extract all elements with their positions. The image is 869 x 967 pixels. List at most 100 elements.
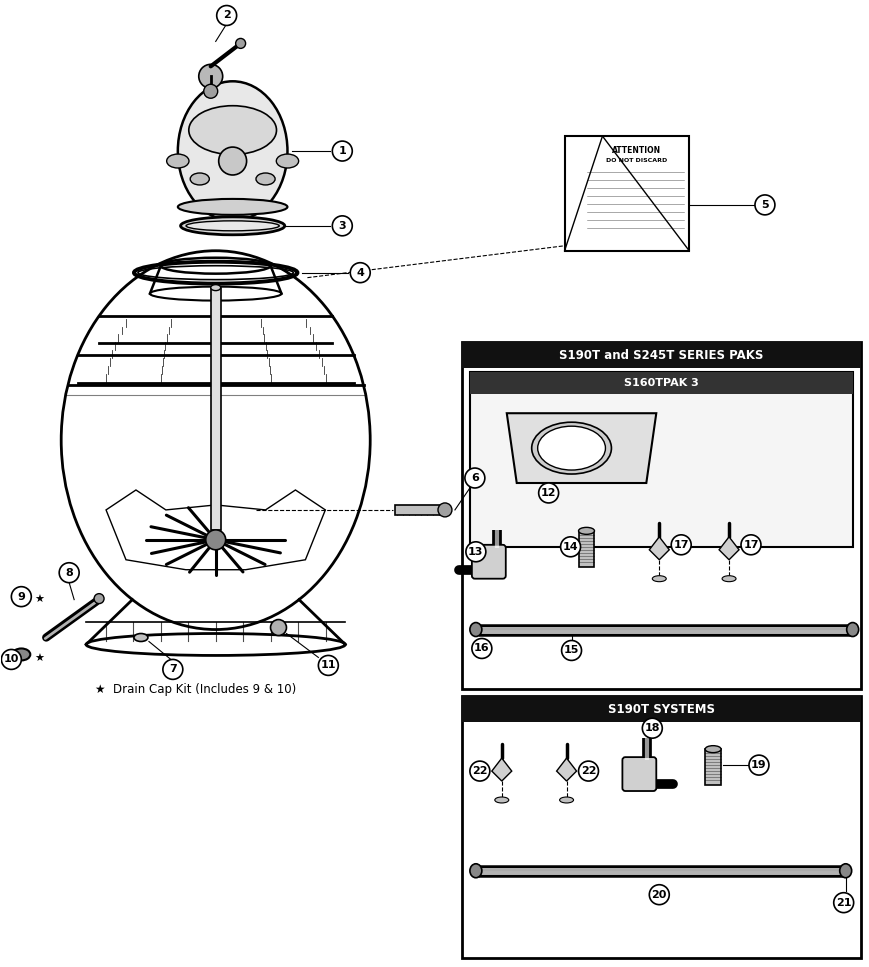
- Circle shape: [350, 263, 370, 282]
- Circle shape: [648, 885, 668, 905]
- Ellipse shape: [846, 623, 858, 636]
- Circle shape: [466, 542, 485, 562]
- Bar: [395, 505, 444, 514]
- Text: ATTENTION: ATTENTION: [612, 146, 660, 155]
- Bar: [210, 287, 221, 530]
- Circle shape: [203, 84, 217, 99]
- Circle shape: [578, 761, 598, 781]
- Circle shape: [318, 656, 338, 675]
- Text: 17: 17: [673, 540, 688, 550]
- Circle shape: [671, 535, 690, 555]
- Circle shape: [538, 483, 558, 503]
- Ellipse shape: [578, 527, 594, 535]
- Ellipse shape: [181, 217, 284, 235]
- Circle shape: [437, 503, 451, 517]
- Circle shape: [471, 638, 491, 659]
- Ellipse shape: [537, 426, 605, 470]
- Text: 15: 15: [563, 645, 579, 656]
- Text: 6: 6: [470, 473, 478, 484]
- Text: 2: 2: [222, 11, 230, 20]
- Text: 1: 1: [338, 146, 346, 156]
- Ellipse shape: [559, 797, 573, 803]
- Ellipse shape: [12, 649, 30, 660]
- Ellipse shape: [531, 423, 611, 474]
- Circle shape: [748, 755, 768, 776]
- Bar: [461, 696, 859, 722]
- Circle shape: [59, 563, 79, 583]
- Ellipse shape: [255, 173, 275, 185]
- Text: 21: 21: [835, 897, 851, 908]
- Bar: [461, 342, 859, 689]
- Circle shape: [235, 39, 245, 48]
- Text: 5: 5: [760, 200, 768, 210]
- Bar: [704, 749, 720, 785]
- Ellipse shape: [839, 864, 851, 878]
- Text: 7: 7: [169, 664, 176, 674]
- Polygon shape: [506, 413, 655, 483]
- Text: ★  Drain Cap Kit (Includes 9 & 10): ★ Drain Cap Kit (Includes 9 & 10): [95, 683, 296, 696]
- Bar: [469, 372, 852, 395]
- Bar: [461, 342, 859, 368]
- Circle shape: [833, 893, 852, 913]
- Text: 11: 11: [320, 660, 335, 670]
- Ellipse shape: [276, 154, 298, 168]
- Text: 22: 22: [472, 766, 487, 777]
- Text: 4: 4: [356, 268, 364, 278]
- Text: 22: 22: [580, 766, 595, 777]
- Text: 9: 9: [17, 592, 25, 601]
- Text: S190T and S245T SERIES PAKS: S190T and S245T SERIES PAKS: [559, 349, 763, 362]
- Ellipse shape: [177, 81, 287, 220]
- Text: 16: 16: [474, 643, 489, 654]
- Ellipse shape: [469, 864, 481, 878]
- FancyBboxPatch shape: [621, 757, 655, 791]
- Bar: [578, 531, 594, 567]
- Circle shape: [198, 65, 222, 88]
- Circle shape: [641, 718, 661, 738]
- Circle shape: [560, 537, 580, 557]
- Circle shape: [464, 468, 484, 488]
- Text: ★: ★: [34, 595, 44, 604]
- Circle shape: [205, 530, 225, 550]
- Text: 18: 18: [644, 723, 660, 733]
- Ellipse shape: [189, 105, 276, 155]
- Text: 10: 10: [3, 655, 19, 664]
- Circle shape: [216, 6, 236, 25]
- Text: 8: 8: [65, 568, 73, 577]
- Circle shape: [332, 216, 352, 236]
- Text: 19: 19: [750, 760, 766, 770]
- Ellipse shape: [190, 173, 209, 185]
- Circle shape: [740, 535, 760, 555]
- Ellipse shape: [652, 575, 666, 582]
- Text: S160TPAK 3: S160TPAK 3: [623, 378, 698, 389]
- Text: ★: ★: [34, 655, 44, 664]
- Circle shape: [218, 147, 246, 175]
- Bar: [461, 696, 859, 958]
- Circle shape: [94, 594, 104, 603]
- Ellipse shape: [186, 220, 279, 231]
- Circle shape: [561, 640, 580, 660]
- Ellipse shape: [177, 199, 287, 215]
- Text: 17: 17: [742, 540, 758, 550]
- Ellipse shape: [469, 623, 481, 636]
- Text: 20: 20: [651, 890, 667, 899]
- Polygon shape: [556, 758, 576, 781]
- Circle shape: [469, 761, 489, 781]
- Circle shape: [2, 650, 22, 669]
- Ellipse shape: [704, 746, 720, 752]
- Polygon shape: [719, 537, 738, 560]
- Ellipse shape: [721, 575, 735, 582]
- Ellipse shape: [494, 797, 508, 803]
- Bar: [564, 136, 688, 250]
- Bar: [469, 372, 852, 546]
- Circle shape: [754, 195, 774, 215]
- Text: 3: 3: [338, 220, 346, 231]
- Circle shape: [270, 620, 286, 635]
- Text: 12: 12: [541, 488, 556, 498]
- Text: S190T SYSTEMS: S190T SYSTEMS: [607, 703, 714, 716]
- Ellipse shape: [134, 633, 148, 641]
- Text: DO NOT DISCARD: DO NOT DISCARD: [606, 158, 667, 162]
- Ellipse shape: [210, 284, 221, 291]
- Circle shape: [332, 141, 352, 161]
- FancyBboxPatch shape: [471, 544, 505, 578]
- Polygon shape: [491, 758, 511, 781]
